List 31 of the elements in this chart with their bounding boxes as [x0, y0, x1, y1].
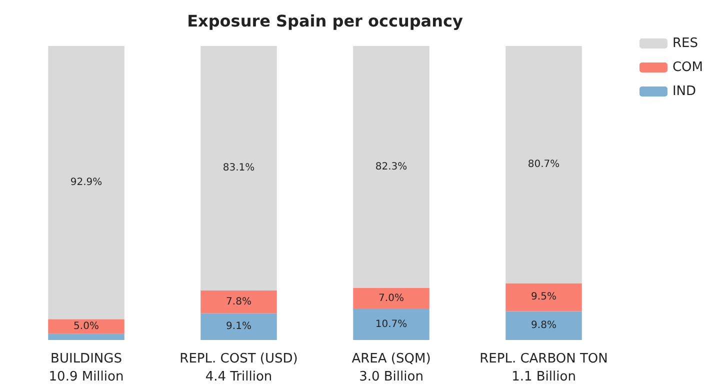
bar — [48, 46, 124, 320]
chart-title: Exposure Spain per occupancy — [187, 12, 464, 30]
data-label: 80.7% — [528, 159, 560, 170]
x-tick-label: REPL. COST (USD) 4.4 Trillion — [180, 352, 298, 384]
data-label: 9.8% — [531, 320, 556, 332]
bar — [353, 46, 430, 288]
data-label: 9.5% — [531, 292, 556, 303]
bar — [506, 311, 582, 340]
bar — [353, 308, 430, 340]
data-label: 9.1% — [226, 321, 252, 332]
data-label: 7.0% — [378, 292, 404, 304]
x-tick-label: AREA (SQM) 3.0 Billion — [352, 352, 431, 384]
data-label: 5.0% — [74, 320, 99, 332]
bar — [48, 319, 124, 334]
bar — [200, 313, 277, 340]
bar — [200, 46, 277, 290]
bar — [200, 290, 277, 314]
x-tick-label: BUILDINGS 10.9 Million — [48, 352, 124, 384]
data-label: 10.7% — [375, 318, 408, 330]
legend-label: COM — [672, 60, 704, 75]
data-label: 7.8% — [226, 296, 252, 308]
legend-label: RES — [672, 36, 698, 51]
bar — [506, 283, 582, 312]
data-label: 92.9% — [70, 177, 102, 188]
bar — [48, 334, 124, 340]
x-tick-label: REPL. CARBON TON 1.1 Billion — [480, 352, 608, 384]
data-label: 82.3% — [375, 161, 408, 172]
legend-label: IND — [672, 84, 696, 99]
bar — [353, 288, 430, 309]
bar — [506, 46, 582, 284]
data-label: 83.1% — [222, 162, 255, 174]
